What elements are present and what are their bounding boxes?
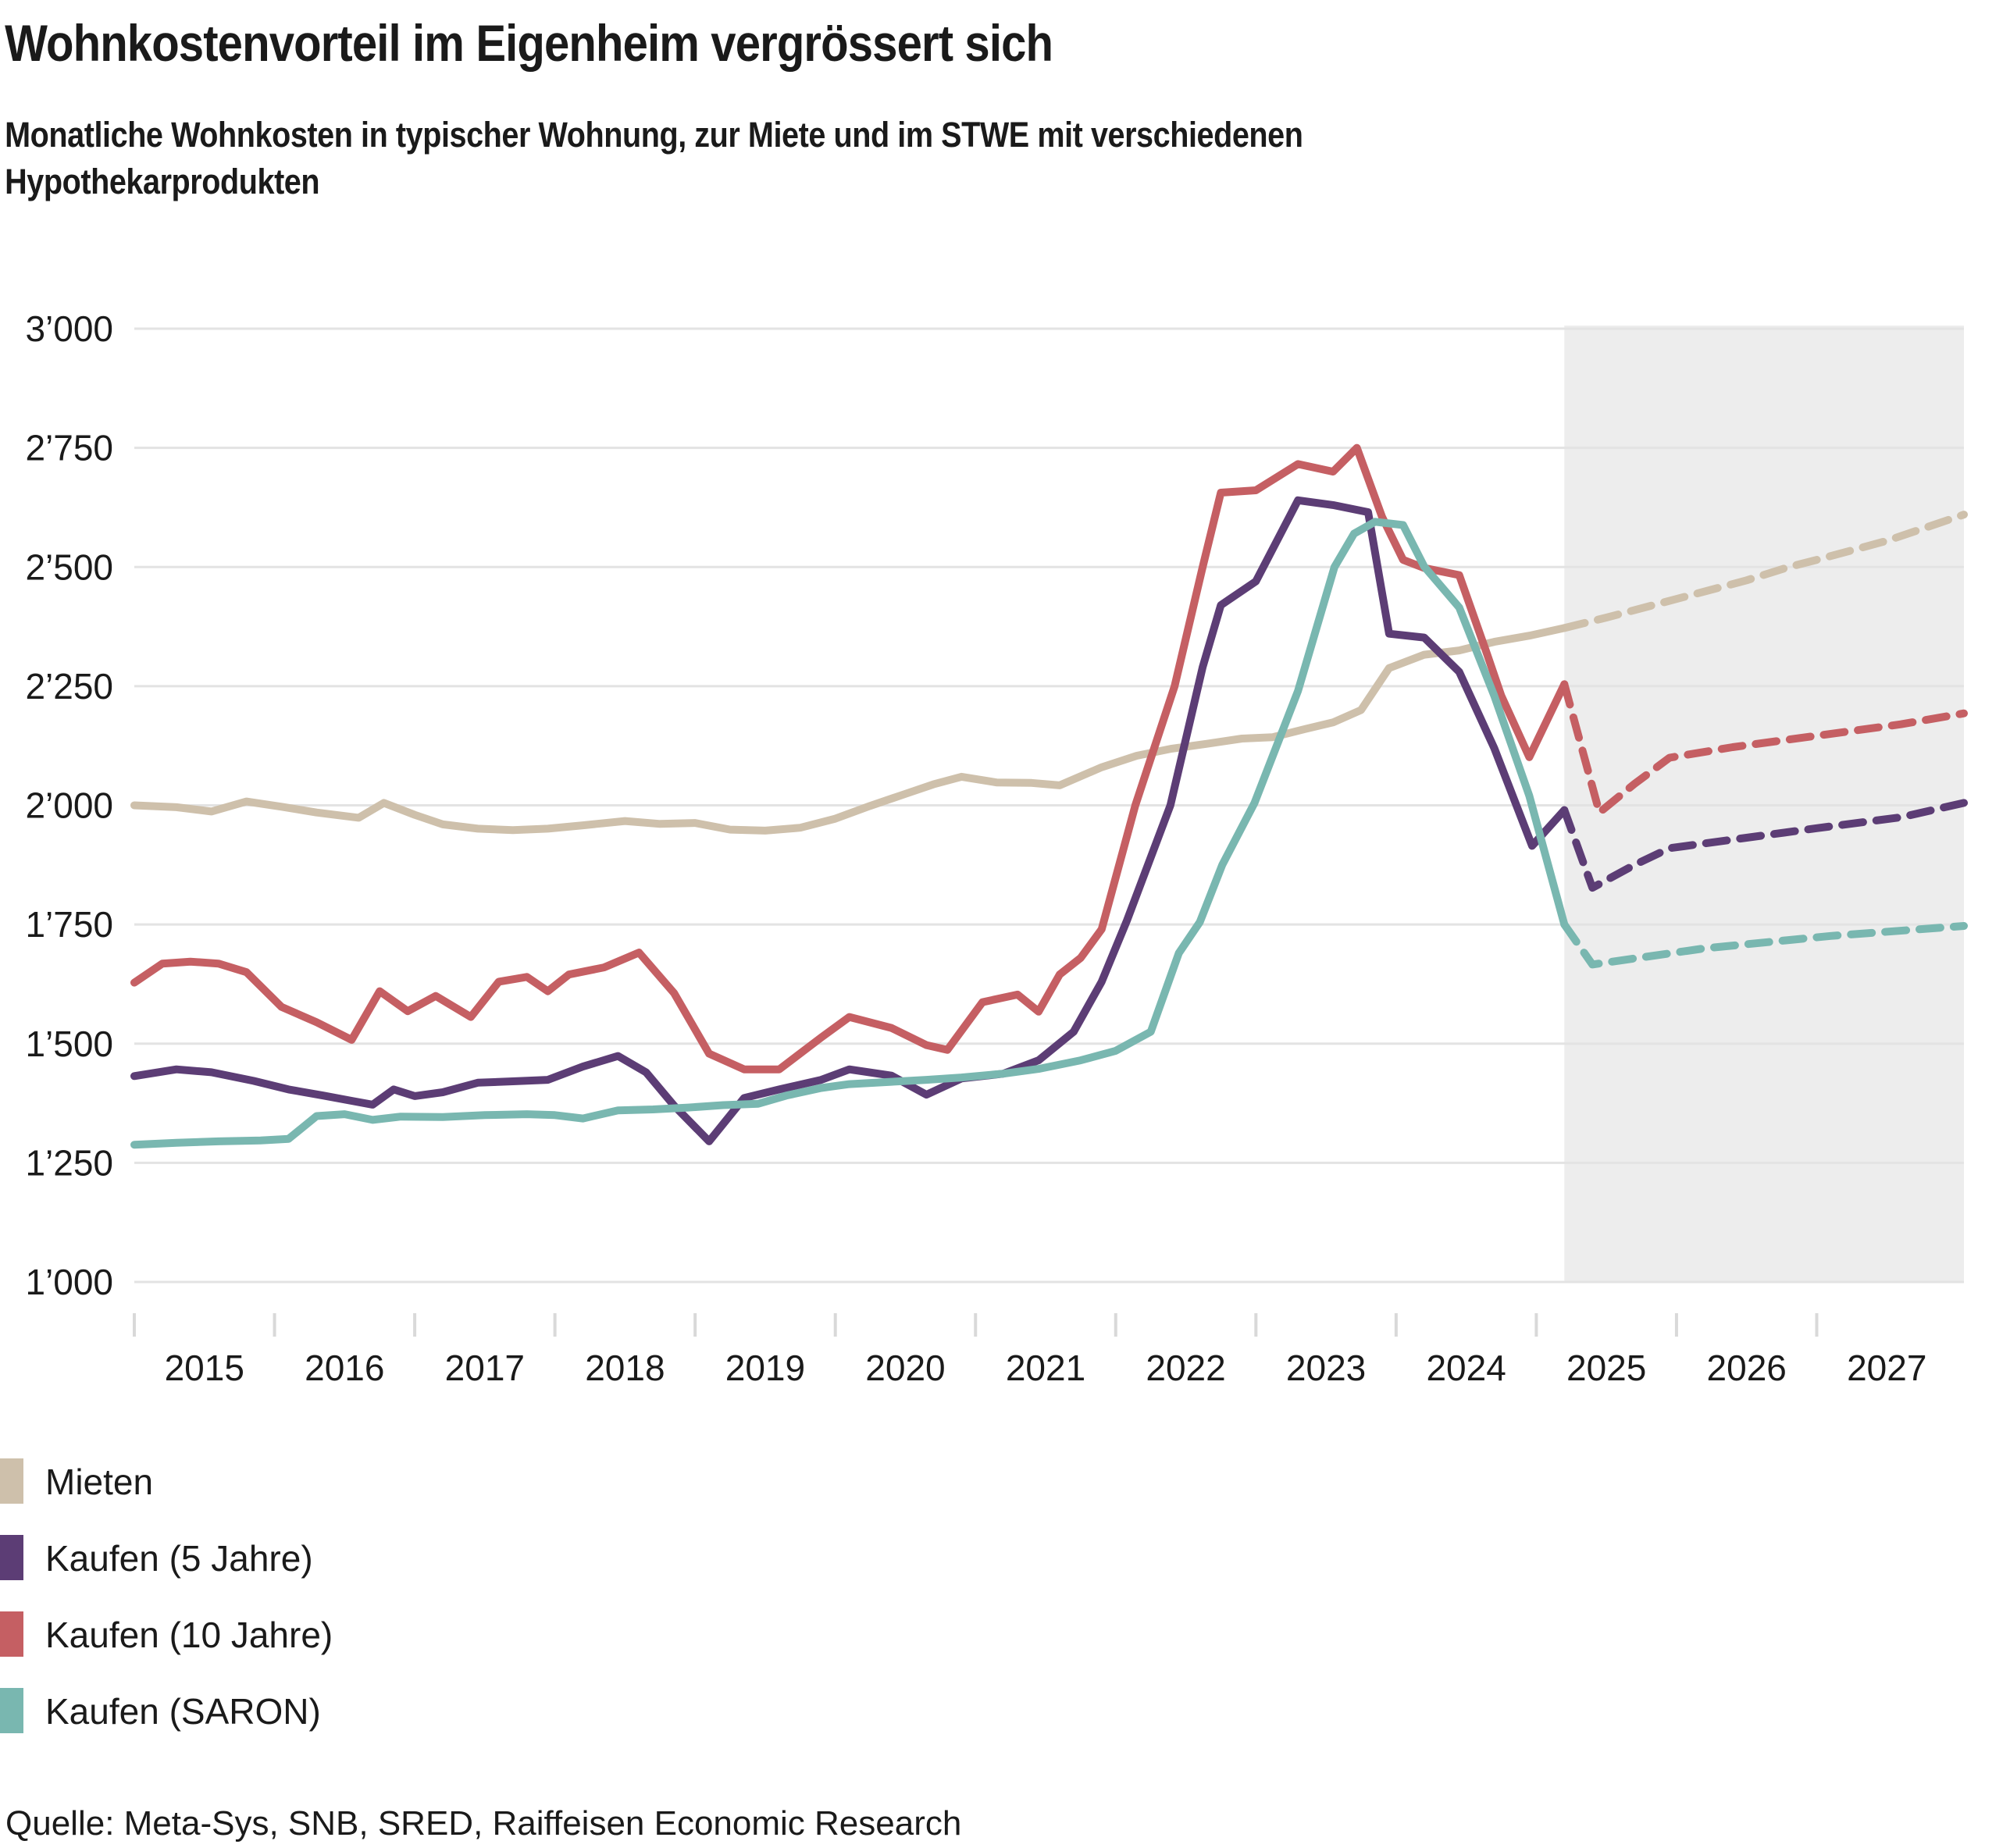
y-tick-label: 2’750 [25,428,113,468]
legend-swatch [0,1688,23,1733]
y-tick-label: 2’250 [25,666,113,707]
x-tick-label: 2021 [1006,1348,1085,1388]
x-tick-label: 2023 [1286,1348,1366,1388]
y-tick-label: 1’250 [25,1142,113,1183]
source-note: Quelle: Meta-Sys, SNB, SRED, Raiffeisen … [5,1804,961,1843]
x-tick-label: 2019 [725,1348,805,1388]
x-tick-label: 2024 [1426,1348,1506,1388]
y-tick-label: 1’000 [25,1262,113,1302]
series-forecast-Kaufen (5 Jahre) [1560,799,1968,892]
series-solid-Kaufen (5 Jahre) [130,496,1569,1145]
x-tick-mark [1394,1313,1398,1337]
legend-swatch [0,1458,23,1504]
x-tick-mark [413,1313,417,1337]
series-solid-Kaufen (10 Jahre) [130,443,1569,1074]
series-solid-Mieten [130,624,1569,835]
x-tick-mark [553,1313,557,1337]
x-tick-label: 2017 [445,1348,525,1388]
chart-subtitle-line2: Hypothekarprodukten [5,162,319,201]
x-tick-mark [1815,1313,1819,1337]
x-tick-mark [1674,1313,1678,1337]
chart-subtitle-line1: Monatliche Wohnkosten in typischer Wohnu… [5,116,1303,155]
x-tick-label: 2026 [1707,1348,1787,1388]
x-tick-mark [133,1313,136,1337]
y-tick-label: 3’000 [25,308,113,349]
x-tick-mark [1114,1313,1117,1337]
x-tick-label: 2022 [1146,1348,1225,1388]
series-forecast-Mieten [1560,511,1968,632]
forecast-band [1564,326,1964,1282]
series-lines [130,443,1968,1149]
y-tick-label: 2’500 [25,547,113,587]
chart-title: Wohnkostenvorteil im Eigenheim vergrösse… [5,16,1053,73]
gridlines [134,327,1964,1284]
legend: Mieten Kaufen (5 Jahre) Kaufen (10 Jahre) K… [0,1458,333,1733]
x-tick-label: 2020 [865,1348,945,1388]
x-tick-mark [1254,1313,1258,1337]
forecast-band-group [1564,326,1964,1282]
x-tick-mark [1534,1313,1538,1337]
legend-swatch [0,1611,23,1657]
x-tick-label: 2018 [585,1348,665,1388]
legend-label: Kaufen (SARON) [45,1691,321,1732]
y-axis-labels: 3’000 2’750 2’500 2’250 2’000 1’750 1’500 1’250… [25,308,113,1302]
y-tick-label: 1’500 [25,1024,113,1064]
series-forecast-Kaufen (SARON) [1560,920,1968,969]
x-tick-label: 2015 [165,1348,244,1388]
x-axis: 2015 2016 2017 2018 2019 2020 2021 2022 2023 2024… [133,1313,1926,1388]
series-solid-Kaufen (SARON) [130,518,1569,1149]
x-tick-label: 2027 [1847,1348,1926,1388]
y-tick-label: 1’750 [25,904,113,945]
legend-label: Kaufen (5 Jahre) [45,1538,313,1579]
x-tick-label: 2016 [305,1348,384,1388]
x-tick-label: 2025 [1566,1348,1646,1388]
x-tick-mark [273,1313,276,1337]
y-tick-label: 2’000 [25,785,113,826]
x-tick-mark [693,1313,697,1337]
legend-swatch [0,1535,23,1580]
x-tick-mark [833,1313,837,1337]
legend-label: Kaufen (10 Jahre) [45,1615,333,1655]
series-forecast-Kaufen (10 Jahre) [1560,680,1968,817]
x-tick-mark [974,1313,978,1337]
legend-label: Mieten [45,1462,153,1502]
